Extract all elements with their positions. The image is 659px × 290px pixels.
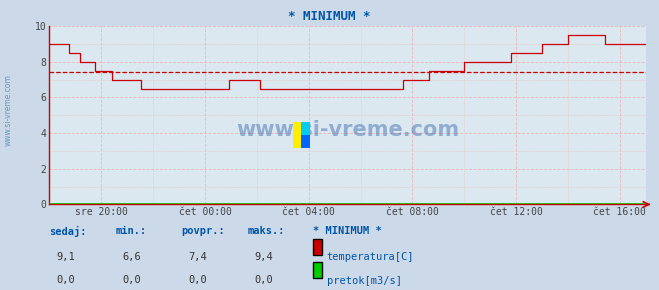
Text: povpr.:: povpr.: (181, 226, 225, 236)
Text: www.si-vreme.com: www.si-vreme.com (236, 119, 459, 139)
Text: sedaj:: sedaj: (49, 226, 87, 237)
Text: 7,4: 7,4 (188, 252, 207, 262)
Bar (302, 122, 310, 135)
Text: pretok[m3/s]: pretok[m3/s] (327, 276, 402, 285)
Text: www.si-vreme.com: www.si-vreme.com (3, 74, 13, 146)
Text: maks.:: maks.: (247, 226, 285, 236)
Text: 9,1: 9,1 (57, 252, 75, 262)
Text: 0,0: 0,0 (123, 276, 141, 285)
Text: * MINIMUM *: * MINIMUM * (313, 226, 382, 236)
Text: 9,4: 9,4 (254, 252, 273, 262)
Text: 6,6: 6,6 (123, 252, 141, 262)
Bar (302, 135, 310, 148)
Text: temperatura[C]: temperatura[C] (327, 252, 415, 262)
Text: min.:: min.: (115, 226, 146, 236)
Text: 0,0: 0,0 (188, 276, 207, 285)
Text: 0,0: 0,0 (254, 276, 273, 285)
Bar (293, 122, 302, 148)
Text: * MINIMUM *: * MINIMUM * (288, 10, 371, 23)
Text: 0,0: 0,0 (57, 276, 75, 285)
